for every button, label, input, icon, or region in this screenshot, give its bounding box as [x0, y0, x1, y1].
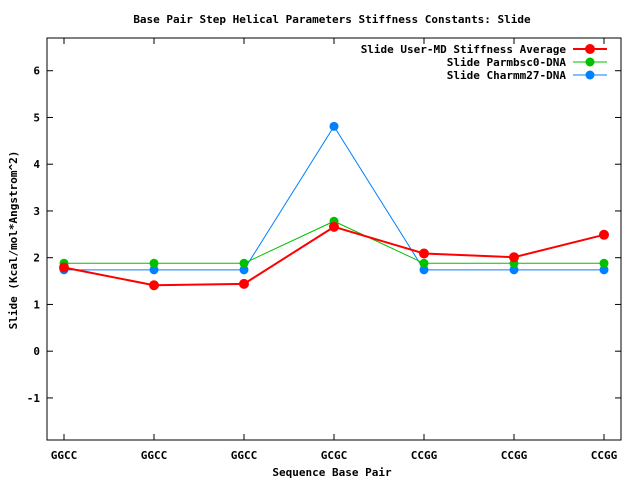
chart-title: Base Pair Step Helical Parameters Stiffn… [133, 13, 531, 26]
data-point [329, 121, 339, 131]
series-0 [59, 221, 609, 291]
data-point [149, 265, 159, 275]
data-point [599, 265, 609, 275]
data-point [149, 258, 159, 268]
y-tick-label: 6 [33, 65, 40, 78]
data-point [419, 248, 429, 259]
legend-swatch-point [585, 70, 595, 80]
plot-frame [46, 37, 622, 441]
legend-swatch-point [585, 57, 595, 67]
y-tick-label: 5 [33, 111, 40, 124]
y-axis-label: Slide (Kcal/mol*Angstrom^2) [7, 151, 20, 330]
data-point [419, 258, 429, 268]
legend-swatch-point [585, 44, 595, 54]
x-axis-ticks: GGCC GGCC GGCC GCGC CCGG CCGG CCGG [51, 38, 618, 462]
x-tick-label: CCGG [501, 449, 528, 462]
series-line [63, 225, 605, 287]
legend-label: Slide Charmm27-DNA [447, 69, 567, 82]
x-tick-label: GCGC [321, 449, 348, 462]
y-tick-label: 3 [33, 205, 40, 218]
y-axis-ticks: -1 0 1 2 3 4 5 6 [27, 65, 621, 405]
x-axis-label: Sequence Base Pair [272, 466, 392, 479]
data-point [509, 265, 519, 275]
data-point [149, 280, 159, 291]
data-point [329, 221, 339, 232]
y-tick-label: 0 [33, 345, 40, 358]
data-point [239, 265, 249, 275]
data-point [59, 262, 69, 273]
data-point [509, 252, 519, 263]
x-tick-label: CCGG [591, 449, 618, 462]
y-tick-label: -1 [27, 392, 41, 405]
legend-label: Slide User-MD Stiffness Average [361, 43, 567, 56]
data-point [599, 258, 609, 268]
x-tick-label: CCGG [411, 449, 438, 462]
data-point [419, 265, 429, 275]
series-2 [59, 121, 609, 275]
x-tick-label: GGCC [51, 449, 78, 462]
y-tick-label: 1 [33, 298, 40, 311]
series-line [64, 125, 604, 271]
y-tick-label: 2 [33, 252, 40, 265]
x-tick-label: GGCC [231, 449, 258, 462]
x-tick-label: GGCC [141, 449, 168, 462]
series-layer [59, 121, 609, 291]
data-point [599, 229, 609, 240]
legend-label: Slide Parmbsc0-DNA [447, 56, 567, 69]
data-point [239, 278, 249, 289]
y-tick-label: 4 [33, 158, 40, 171]
data-point [239, 258, 249, 268]
